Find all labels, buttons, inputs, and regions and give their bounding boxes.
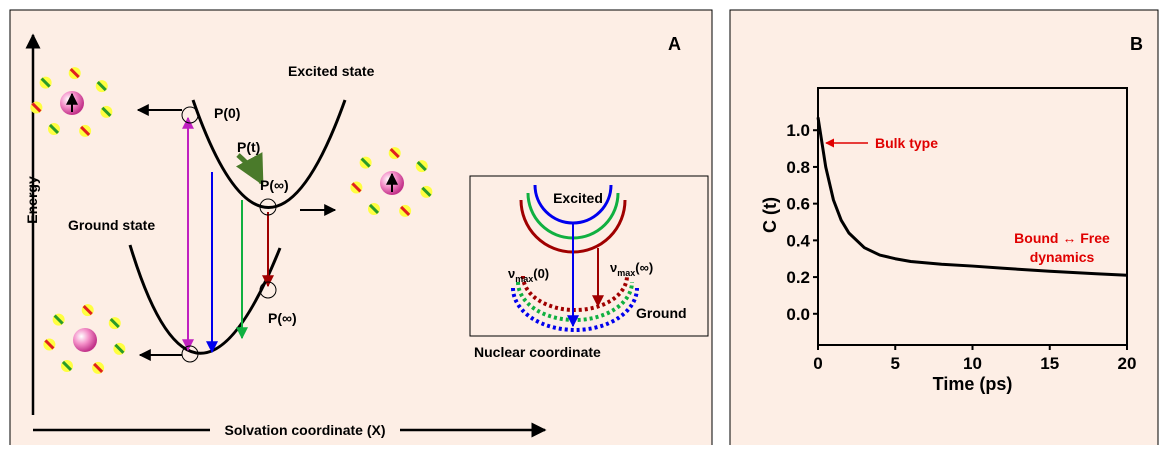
label: Excited state xyxy=(288,63,375,79)
sub: max xyxy=(515,274,533,284)
figure: A Excited state Ground state Energy Solv… xyxy=(0,0,1163,445)
y-tick-label: 0.0 xyxy=(786,305,810,324)
x-tick-label: 5 xyxy=(891,354,900,373)
annotation: dynamics xyxy=(1030,249,1095,265)
x-tick-label: 10 xyxy=(963,354,982,373)
x-tick-label: 20 xyxy=(1118,354,1137,373)
sub: max xyxy=(617,268,635,278)
y-axis-label: C (t) xyxy=(760,197,780,233)
label: Ground state xyxy=(68,217,155,233)
solute xyxy=(73,328,97,352)
label: Energy xyxy=(24,176,40,224)
page: A Excited state Ground state Energy Solv… xyxy=(0,0,1163,450)
x-axis-label: Time (ps) xyxy=(933,374,1013,394)
annotation: Bound ↔ Free xyxy=(1014,230,1110,246)
label: P(t) xyxy=(237,139,260,155)
x-tick-label: 0 xyxy=(813,354,822,373)
label: P(0) xyxy=(214,105,240,121)
y-tick-label: 0.4 xyxy=(786,231,810,250)
label: Excited xyxy=(553,190,603,206)
arg: (∞) xyxy=(635,260,653,275)
arg: (0) xyxy=(533,266,549,281)
y-tick-label: 0.6 xyxy=(786,195,810,214)
nu: ν xyxy=(610,260,617,275)
label: Nuclear coordinate xyxy=(474,344,601,360)
panel-label: A xyxy=(668,34,681,54)
y-tick-label: 1.0 xyxy=(786,121,810,140)
label: Solvation coordinate (X) xyxy=(224,422,385,438)
y-tick-label: 0.2 xyxy=(786,268,810,287)
y-tick-label: 0.8 xyxy=(786,158,810,177)
label: P(∞) xyxy=(268,310,297,326)
label: Ground xyxy=(636,305,687,321)
label: P(∞) xyxy=(260,177,289,193)
panel-label: B xyxy=(1130,34,1143,54)
x-tick-label: 15 xyxy=(1040,354,1059,373)
annotation: Bulk type xyxy=(875,135,938,151)
nu: ν xyxy=(508,266,515,281)
